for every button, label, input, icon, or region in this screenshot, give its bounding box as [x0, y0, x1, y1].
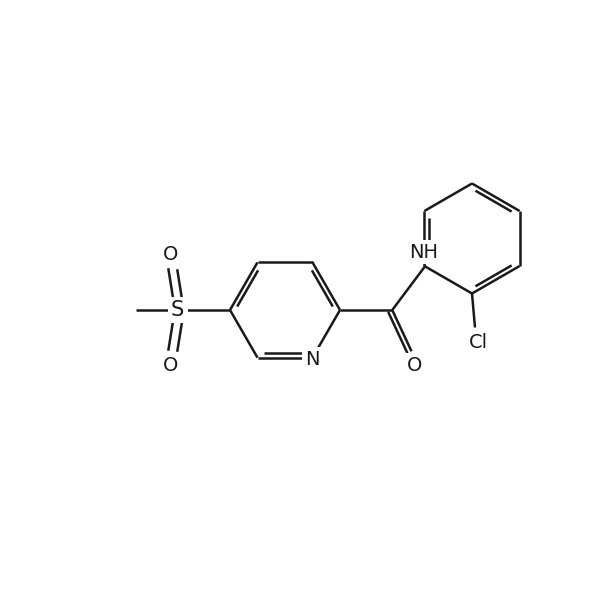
Text: O: O	[407, 356, 422, 375]
Text: N: N	[305, 350, 320, 369]
Text: S: S	[171, 300, 184, 320]
Text: NH: NH	[409, 242, 438, 262]
Text: O: O	[163, 245, 178, 264]
Text: O: O	[163, 356, 178, 375]
Text: Cl: Cl	[469, 333, 488, 352]
